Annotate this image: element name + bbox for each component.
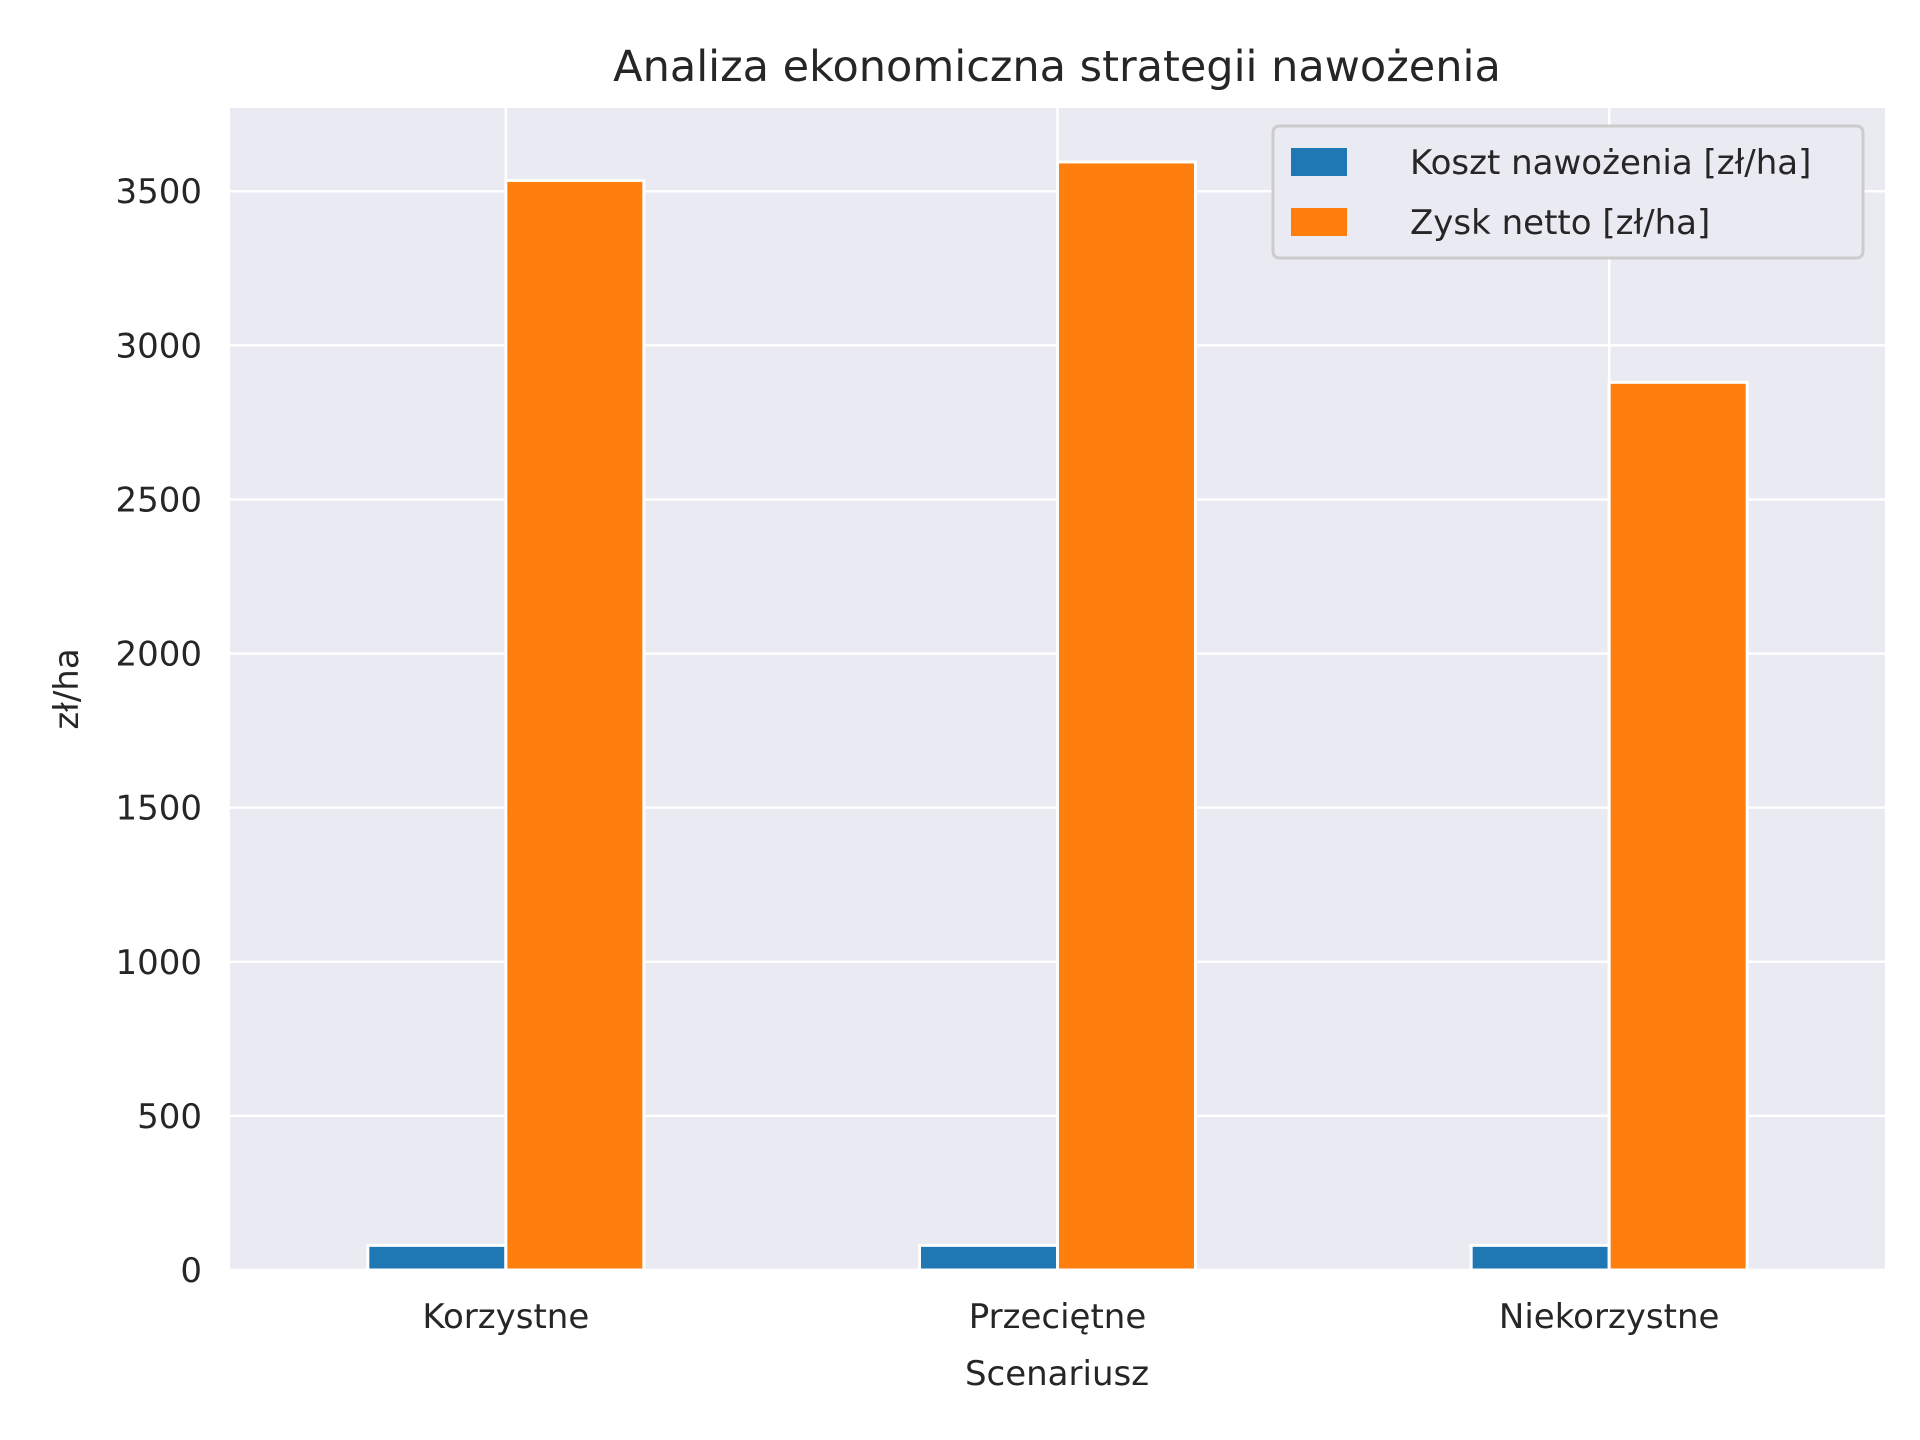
y-tick-label-0: 0 (180, 1251, 202, 1291)
y-tick-label-2: 1000 (115, 943, 202, 983)
legend-frame (1271, 124, 1865, 260)
legend-label-zysk: Zysk netto [zł/ha] (1410, 203, 1710, 243)
x-tick-label-1: Przeciętne (969, 1297, 1147, 1337)
y-tick-label-4: 2000 (115, 635, 202, 675)
bar-zysk-korzystne (504, 178, 646, 1272)
bar-koszt-niekorzystne (1469, 1243, 1611, 1272)
legend-label-koszt: Koszt nawożenia [zł/ha] (1410, 143, 1811, 183)
x-tick-label-0: Korzystne (422, 1297, 589, 1337)
y-tick-label-7: 3500 (115, 172, 202, 212)
bar-koszt-przeciętne (918, 1243, 1059, 1272)
y-tick-label-6: 3000 (115, 326, 202, 366)
y-tick-label-5: 2500 (115, 480, 202, 520)
y-tick-labels: 0 500 1000 1500 2000 2500 3000 3500 (115, 172, 202, 1291)
chart-title: Analiza ekonomiczna strategii nawożenia (613, 42, 1501, 92)
x-tick-label-2: Niekorzystne (1499, 1297, 1720, 1337)
legend-swatch-koszt (1291, 148, 1347, 176)
y-tick-label-1: 500 (137, 1097, 202, 1137)
bar-koszt-korzystne (366, 1243, 508, 1272)
bars (366, 160, 1749, 1272)
bar-zysk-przeciętne (1056, 160, 1197, 1272)
y-tick-label-3: 1500 (115, 789, 202, 829)
bar-zysk-niekorzystne (1607, 380, 1749, 1272)
legend: Koszt nawożenia [zł/ha] Zysk netto [zł/h… (1271, 124, 1865, 260)
x-axis-label: Scenariusz (965, 1354, 1149, 1394)
legend-swatch-zysk (1291, 208, 1347, 236)
x-tick-labels: Korzystne Przeciętne Niekorzystne (422, 1297, 1719, 1337)
y-axis-label: zł/ha (47, 648, 87, 729)
